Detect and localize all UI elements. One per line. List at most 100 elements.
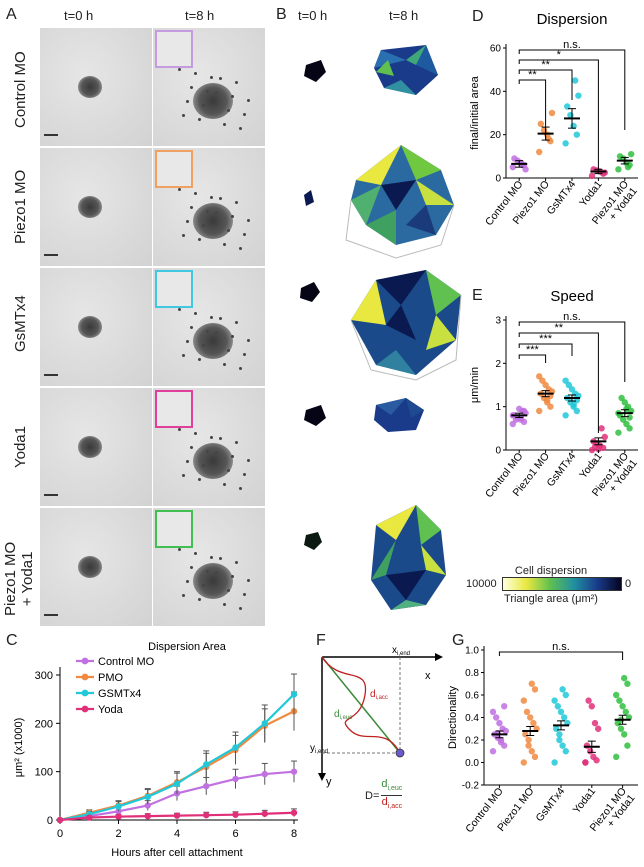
data-point	[203, 782, 210, 790]
cell-cluster	[78, 76, 102, 98]
y-tick-label: 40	[490, 87, 502, 98]
significance-bracket	[498, 651, 624, 660]
data-point	[601, 433, 608, 441]
y-tick-label: 0	[495, 446, 501, 457]
legend-marker	[81, 673, 89, 681]
data-point	[616, 153, 624, 160]
y-axis-arrow-icon	[318, 773, 326, 781]
x-tick-label: GsMTx4	[533, 785, 567, 824]
svg-text:Yoda1: Yoda1	[571, 785, 599, 816]
micrograph-t0	[40, 508, 152, 626]
data-point	[601, 169, 608, 176]
data-point	[536, 373, 543, 380]
data-point	[598, 425, 605, 432]
data-point	[527, 714, 534, 721]
data-point	[619, 703, 626, 710]
cell-cluster	[193, 563, 233, 599]
directionality-formula: D= di,euc di,acc	[365, 778, 403, 813]
colorbar-title: Cell dispersion	[514, 565, 588, 577]
data-point	[501, 703, 508, 710]
data-point	[203, 761, 210, 768]
data-point	[572, 77, 579, 84]
colorbar-right-tick: 0	[625, 578, 632, 590]
legend-entry: Yoda	[98, 704, 124, 716]
significance-bracket	[518, 79, 547, 140]
end-point	[395, 748, 405, 758]
significance-bracket	[518, 321, 626, 382]
panel-g-letter: G	[452, 632, 465, 649]
data-point	[144, 793, 151, 800]
cluster-t8-piezo-yoda-t0	[304, 532, 322, 550]
y-tick-label: 0	[47, 815, 53, 827]
panel-e-letter: E	[472, 287, 483, 304]
data-point	[582, 759, 589, 766]
data-point	[575, 92, 582, 99]
data-point	[613, 753, 620, 761]
data-point	[564, 103, 571, 110]
data-point	[493, 714, 500, 721]
scale-bar	[44, 494, 58, 496]
data-point	[144, 802, 151, 809]
data-point	[615, 429, 622, 436]
data-point	[559, 742, 566, 749]
x-tick-label: Yoda1	[571, 785, 599, 816]
data-point	[516, 405, 523, 413]
colorbar-subtitle: Triangle area (μm²)	[504, 593, 598, 605]
y-tick-label: 200	[35, 718, 53, 730]
data-point	[623, 405, 630, 413]
data-point	[585, 697, 592, 704]
y-axis-label: Directionality	[448, 686, 459, 749]
data-point	[522, 731, 529, 738]
data-point	[587, 748, 594, 755]
legend-entry: Control MO	[98, 656, 155, 668]
legend-marker	[81, 689, 89, 697]
y-axis-label: μm/min	[469, 367, 481, 403]
panel-a-col-head-t8: t=8 h	[185, 8, 215, 23]
data-point	[621, 731, 628, 738]
data-point	[525, 742, 532, 749]
data-point	[511, 155, 518, 162]
significance-bracket	[518, 49, 626, 130]
cell-cluster	[193, 323, 233, 359]
data-point	[520, 407, 528, 415]
cluster-t0-piezo	[304, 190, 314, 206]
micrograph-t0	[40, 148, 152, 266]
data-point	[537, 120, 544, 128]
data-point	[624, 742, 631, 749]
f-xend-label: xi,end	[392, 645, 410, 657]
zoom-inset	[155, 390, 193, 428]
x-tick-label: 8	[291, 828, 297, 840]
data-point	[570, 401, 577, 408]
f-y-label: y	[326, 776, 332, 788]
scale-bar	[44, 254, 58, 256]
panel-b-triangulation-figure	[300, 45, 462, 610]
data-point	[626, 414, 633, 421]
data-point	[562, 377, 569, 384]
micrograph-t8	[153, 388, 265, 506]
y-tick-label: 0.6	[465, 691, 479, 702]
series-line	[59, 693, 295, 822]
data-point	[232, 811, 239, 818]
significance-bracket	[518, 69, 573, 100]
colorbar: Cell dispersion 10000 0 Triangle area (μ…	[466, 565, 636, 605]
data-point	[562, 748, 569, 755]
cell-cluster	[78, 196, 102, 218]
panel-f-letter: F	[316, 632, 326, 649]
dispersion-area-chart: Dispersion Area 0 100 200 300 0 2 4 6 8 Hours afte…	[13, 641, 298, 859]
significance-bracket	[518, 354, 547, 363]
data-point	[562, 691, 569, 699]
panel-a-row-label: Piezo1 MO	[12, 169, 29, 244]
f-x-label: x	[425, 670, 431, 682]
cell-cluster	[193, 443, 233, 479]
y-tick-label: -0.2	[462, 781, 480, 792]
colorbar-left-tick: 10000	[466, 578, 497, 590]
panel-a-row-label: Yoda1	[12, 426, 29, 468]
data-point	[591, 719, 599, 727]
cell-cluster	[78, 436, 102, 458]
x-tick-label: 2	[115, 828, 121, 840]
data-point	[520, 697, 527, 704]
data-point	[531, 753, 539, 761]
micrograph-t0	[40, 268, 152, 386]
micrograph-t8	[153, 268, 265, 386]
